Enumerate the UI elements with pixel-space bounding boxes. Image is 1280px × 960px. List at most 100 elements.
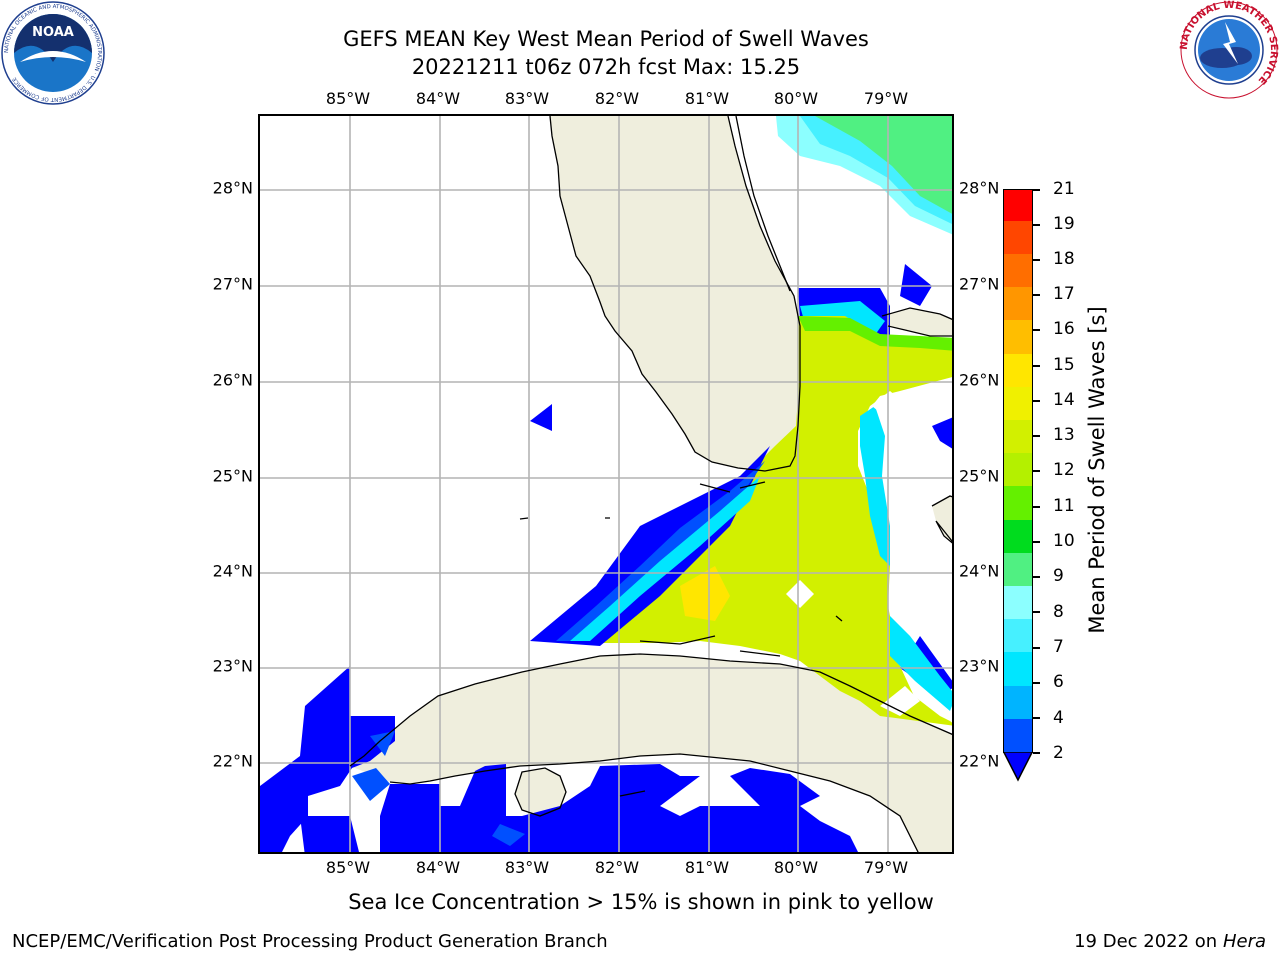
colorbar-segment [1004, 320, 1032, 354]
contour-orange-yellow [680, 566, 730, 621]
credits: NCEP/EMC/Verification Post Processing Pr… [12, 931, 608, 952]
colorbar [1003, 189, 1033, 753]
lon-label-bottom: 82°W [594, 858, 640, 877]
contour-white-notch [872, 377, 952, 454]
lon-label-bottom: 79°W [863, 858, 909, 877]
contour-blue [300, 816, 359, 852]
colorbar-tick [1033, 470, 1040, 472]
contour-blue-2 [352, 768, 390, 801]
lon-label-bottom: 85°W [325, 858, 371, 877]
colorbar-tick [1033, 576, 1040, 578]
colorbar-tick [1033, 329, 1040, 331]
lon-label-bottom: 84°W [415, 858, 461, 877]
colorbar-title: Mean Period of Swell Waves [s] [1085, 306, 1109, 634]
contour-blue [530, 446, 770, 646]
contour-blue [932, 417, 952, 449]
contour-white-spot [880, 686, 920, 716]
colorbar-tick [1033, 647, 1040, 649]
colorbar-tick-label: 12 [1053, 460, 1075, 480]
colorbar-tick-label: 16 [1053, 319, 1075, 339]
contour-cyan-edge [890, 616, 952, 711]
sea-ice-note: Sea Ice Concentration > 15% is shown in … [348, 890, 934, 914]
lat-label-right: 26°N [959, 370, 1000, 390]
lon-label-bottom: 80°W [773, 858, 819, 877]
lat-label-right: 23°N [959, 656, 1000, 676]
colorbar-tick-label: 15 [1053, 355, 1075, 375]
lon-label-top: 85°W [325, 89, 371, 108]
colorbar-tick [1033, 435, 1040, 437]
coastlines [349, 116, 952, 852]
colorbar-tick [1033, 541, 1040, 543]
isla-de-la-juventud [515, 768, 566, 816]
nws-logo: NATIONAL WEATHER SERVICE [1179, 0, 1279, 99]
colorbar-tick-label: 21 [1053, 179, 1075, 199]
colorbar-segment [1004, 486, 1032, 520]
contour-cyan [570, 476, 760, 641]
swell-contours [260, 116, 952, 852]
lat-label-right: 25°N [959, 466, 1000, 486]
lat-label-left: 24°N [212, 561, 253, 581]
lat-label-right: 24°N [959, 561, 1000, 581]
date-line: 19 Dec 2022 on Hera [1074, 931, 1266, 952]
colorbar-segment [1004, 254, 1032, 288]
colorbar-tick-label: 7 [1053, 637, 1064, 657]
contour-blue-2 [370, 731, 395, 756]
colorbar-segment [1004, 519, 1032, 553]
colorbar-tick-label: 17 [1053, 284, 1075, 304]
bahamas-island [882, 308, 952, 336]
colorbar-tick-label: 14 [1053, 390, 1075, 410]
colorbar-tick [1033, 717, 1040, 719]
contour-blue [900, 264, 932, 306]
contour-blue [530, 404, 552, 431]
lon-label-top: 79°W [863, 89, 909, 108]
colorbar-segment [1004, 718, 1032, 752]
plot-subtitle: 20221211 t06z 072h fcst Max: 15.25 [411, 55, 801, 79]
lat-label-right: 22°N [959, 751, 1000, 771]
colorbar-tick-label: 4 [1053, 708, 1064, 728]
cuba-landmass [350, 654, 952, 852]
lat-label-left: 26°N [212, 370, 253, 390]
andros-island [932, 496, 952, 543]
colorbar-tick-label: 8 [1053, 602, 1064, 622]
colorbar-tick [1033, 506, 1040, 508]
colorbar-tick-label: 19 [1053, 214, 1075, 234]
lon-label-bottom: 83°W [504, 858, 550, 877]
colorbar-segment [1004, 453, 1032, 487]
contour-blue-2 [492, 824, 525, 846]
colorbar-tick-label: 10 [1053, 531, 1075, 551]
noaa-logo-text: NOAA [32, 25, 74, 40]
colorbar-tick-label: 11 [1053, 496, 1075, 516]
colorbar-segment [1004, 353, 1032, 387]
map-frame [258, 114, 954, 854]
lat-label-left: 23°N [212, 656, 253, 676]
map-canvas [260, 116, 952, 852]
colorbar-segment [1004, 386, 1032, 420]
contour-green-edge [798, 316, 952, 351]
colorbar-segment [1004, 552, 1032, 586]
contour-blue [260, 666, 395, 852]
lon-label-bottom: 81°W [684, 858, 730, 877]
colorbar-tick [1033, 752, 1040, 754]
contour-yellow-green [552, 316, 952, 726]
lat-label-left: 25°N [212, 466, 253, 486]
lon-label-top: 82°W [594, 89, 640, 108]
lat-label-left: 28°N [212, 178, 253, 198]
lat-label-left: 27°N [212, 274, 253, 294]
lon-label-top: 80°W [773, 89, 819, 108]
host-name: Hera [1222, 931, 1266, 952]
noaa-logo: NOAA NATIONAL OCEANIC AND ATMOSPHERIC AD… [1, 1, 105, 105]
colorbar-tick-label: 18 [1053, 249, 1075, 269]
colorbar-tick [1033, 365, 1040, 367]
colorbar-segment [1004, 619, 1032, 653]
contour-blue-2 [556, 461, 765, 641]
colorbar-tick-label: 2 [1053, 743, 1064, 763]
colorbar-tick [1033, 682, 1040, 684]
lat-label-left: 22°N [212, 751, 253, 771]
contour-white [786, 580, 814, 608]
colorbar-tick-label: 13 [1053, 425, 1075, 445]
lon-label-top: 84°W [415, 89, 461, 108]
colorbar-tick [1033, 259, 1040, 261]
lon-label-top: 83°W [504, 89, 550, 108]
colorbar-tick-label: 9 [1053, 566, 1064, 586]
contour-cyan-edge [860, 406, 890, 566]
